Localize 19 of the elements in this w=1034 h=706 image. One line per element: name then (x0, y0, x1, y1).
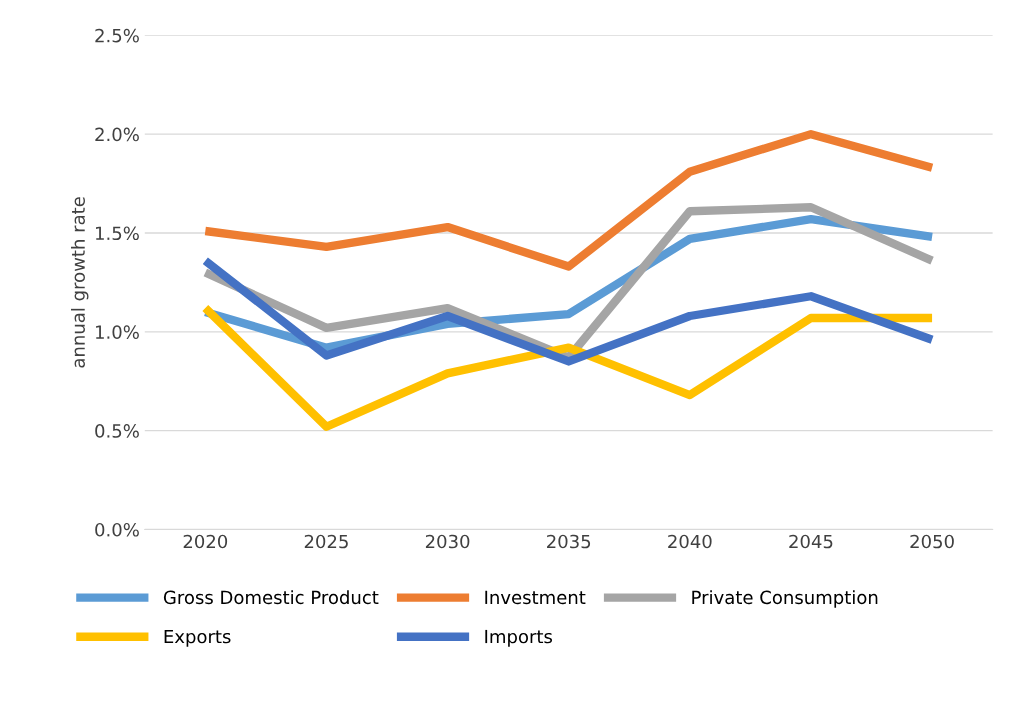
legend-label: Investment (485, 590, 586, 605)
y-tick-label: 2.0% (95, 127, 139, 142)
x-tick-label: 2035 (547, 534, 591, 549)
legend-label: Gross Domestic Product (163, 590, 379, 605)
legend-label: Imports (485, 629, 553, 647)
legend-label: Private Consumption (692, 590, 878, 608)
y-axis-title: annual growth rate (71, 197, 89, 368)
y-tick-label: 0.0% (95, 522, 139, 537)
x-tick-label: 2040 (668, 534, 712, 549)
y-tick-label: 1.0% (96, 325, 139, 339)
legend-label: Exports (164, 629, 231, 647)
y-tick-label: 0.5% (95, 424, 139, 438)
x-tick-label: 2020 (183, 534, 228, 549)
x-tick-label: 2025 (304, 534, 348, 549)
y-tick-label: 2.5% (95, 28, 139, 43)
x-tick-label: 2045 (789, 534, 833, 549)
x-tick-label: 2050 (910, 534, 954, 549)
x-tick-label: 2030 (425, 534, 470, 549)
y-tick-label: 1.5% (96, 226, 139, 241)
